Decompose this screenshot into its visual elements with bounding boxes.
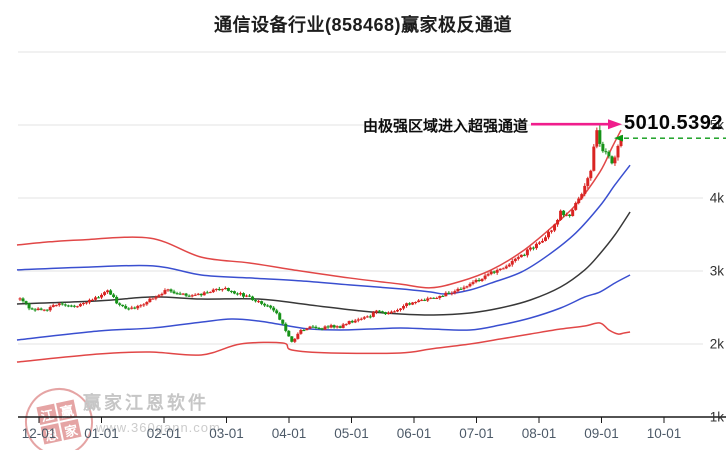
strong-line-top: [16, 164, 631, 295]
y-axis-labels: 1k 2k 3k 4k 5k: [710, 118, 725, 425]
arrow-head-icon: [608, 119, 622, 130]
candles: [18, 124, 623, 344]
annotation-arrow: [531, 119, 622, 130]
y-axis-label: 4k: [710, 191, 725, 206]
x-axis-label: 06-01: [397, 426, 432, 441]
peak-price-label: 5010.5392: [624, 112, 724, 134]
x-axis-label: 04-01: [272, 426, 307, 441]
x-axis-label: 03-01: [209, 426, 244, 441]
y-axis-label: 5k: [710, 118, 725, 133]
channel-lines: [16, 129, 631, 363]
watermark-brand-text: 赢家江恩软件: [83, 393, 209, 413]
weak-line-bottom: [16, 274, 631, 341]
watermark-url-text: www.360gann.com: [96, 420, 221, 435]
x-axis-label: 08-01: [522, 426, 557, 441]
dashed-line-arrow-icon: [614, 134, 623, 142]
x-axis-label: 01-01: [84, 426, 119, 441]
y-axis-label: 2k: [710, 337, 725, 352]
extreme-strong-line-top: [16, 129, 622, 289]
x-axis-label: 09-01: [584, 426, 619, 441]
y-axis-label: 3k: [710, 264, 725, 279]
y-axis-label: 1k: [710, 410, 725, 425]
extreme-weak-line-bottom: [16, 322, 631, 363]
x-axis: 12-01 01-01 02-01 03-01 04-01 05-01 06-01 07-01…: [18, 416, 726, 441]
mid-line: [16, 211, 631, 316]
chart-title: 通信设备行业(858468)赢家极反通道: [213, 15, 513, 35]
last-price-dashed-line: [614, 134, 726, 142]
x-axis-label: 05-01: [334, 426, 369, 441]
x-axis-label: 12-01: [22, 426, 57, 441]
x-axis-label: 07-01: [459, 426, 494, 441]
grid-lines: [18, 51, 726, 345]
channel-annotation-label: 由极强区域进入超强通道: [362, 118, 528, 135]
x-axis-label: 10-01: [647, 426, 682, 441]
x-axis-label: 02-01: [147, 426, 182, 441]
